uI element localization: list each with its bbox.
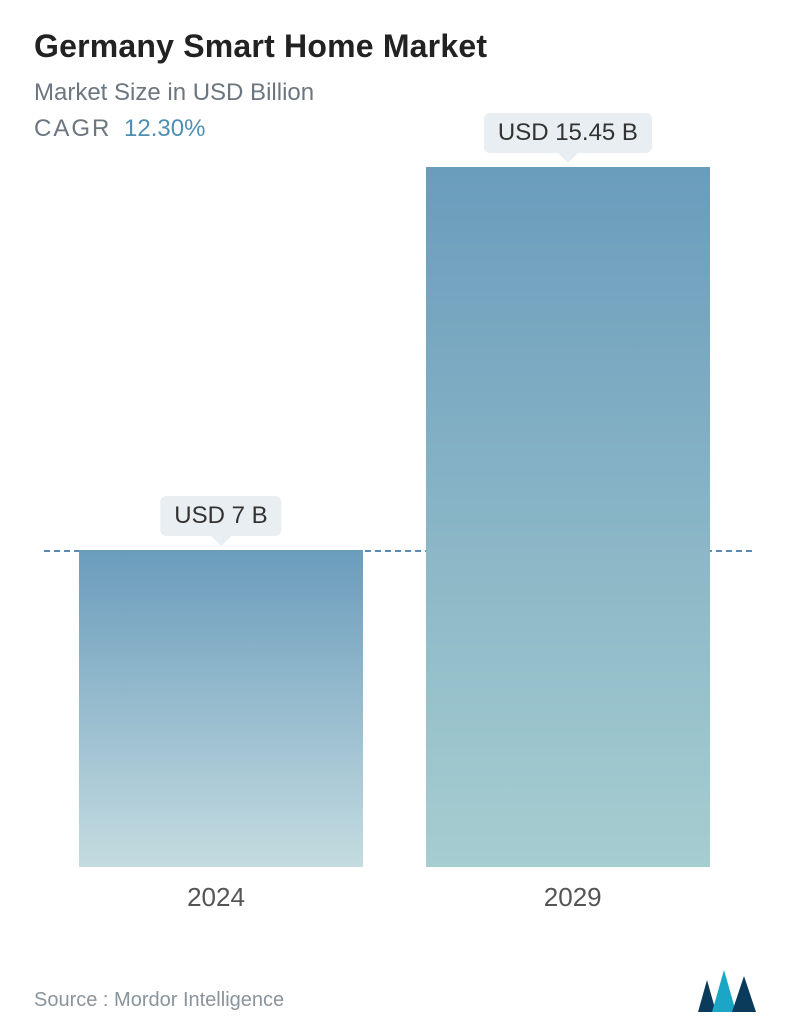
chart-title: Germany Smart Home Market [34,28,762,65]
value-bubble-2029: USD 15.45 B [484,113,652,153]
bar-chart: USD 7 BUSD 15.45 B 20242029 [34,167,762,927]
cagr-row: CAGR 12.30% [34,115,762,143]
value-bubble-2024: USD 7 B [160,496,281,536]
bar-2029: USD 15.45 B [426,167,709,867]
plot-area: USD 7 BUSD 15.45 B [44,167,752,867]
source-text: Source : Mordor Intelligence [34,989,284,1012]
mordor-logo-icon [698,970,762,1012]
x-label-2029: 2029 [427,882,718,913]
logo-shard-1 [698,980,716,1012]
chart-subtitle: Market Size in USD Billion [34,79,762,107]
logo-shard-3 [732,976,756,1012]
bar-fill [79,550,362,867]
page-root: Germany Smart Home Market Market Size in… [0,0,796,1034]
footer: Source : Mordor Intelligence [34,970,762,1012]
cagr-label: CAGR [34,115,111,142]
logo-shard-2 [712,970,736,1012]
bar-fill [426,167,709,867]
bar-2024: USD 7 B [79,550,362,867]
x-label-2024: 2024 [70,882,361,913]
cagr-value: 12.30% [124,115,205,142]
